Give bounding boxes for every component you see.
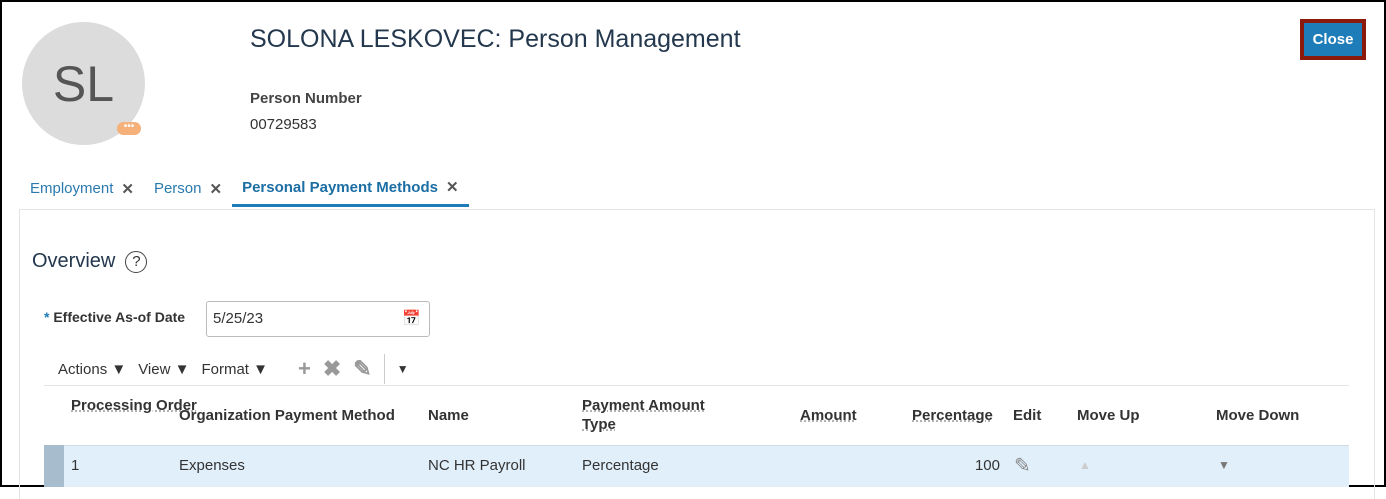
move-up-icon: ▲ (1079, 458, 1091, 472)
tab-label: Personal Payment Methods (242, 178, 438, 196)
more-options-icon[interactable]: ••• (117, 122, 141, 135)
divider (44, 385, 1349, 386)
avatar: SL (22, 22, 145, 145)
toolbar-divider (383, 354, 385, 384)
format-menu[interactable]: Format ▼ (201, 360, 268, 378)
tab-personal-payment-methods[interactable]: Personal Payment Methods ✕ (232, 176, 469, 207)
delete-icon[interactable]: ✖ (322, 356, 342, 381)
effective-date-input[interactable]: 5/25/23 📅 (206, 301, 430, 337)
col-label: Percentage (912, 407, 993, 424)
cell-percentage: 100 (974, 457, 1000, 474)
table-toolbar: Actions ▼ View ▼ Format ▼ + ✖ ✎ ▼ (58, 354, 409, 384)
row-selector[interactable] (44, 445, 64, 487)
cell-name: NC HR Payroll (428, 457, 526, 474)
tab-person[interactable]: Person ✕ (144, 176, 232, 207)
close-icon[interactable]: ✕ (121, 180, 134, 198)
required-icon: * (44, 309, 50, 325)
effective-date-label: * Effective As-of Date (44, 309, 185, 325)
add-icon[interactable]: + (298, 356, 311, 381)
edit-icon[interactable]: ✎ (1014, 455, 1031, 477)
date-value: 5/25/23 (213, 310, 264, 327)
person-number-value: 00729583 (250, 116, 317, 133)
close-icon[interactable]: ✕ (445, 179, 459, 196)
page-title: SOLONA LESKOVEC: Person Management (250, 25, 741, 53)
move-down-icon[interactable]: ▼ (1218, 458, 1230, 472)
avatar-initials: SL (52, 55, 115, 112)
overview-title: Overview (32, 250, 116, 272)
cell-method: Expenses (179, 457, 245, 474)
person-number-label: Person Number (250, 90, 362, 107)
col-organization-payment-method: Organization Payment Method (179, 407, 395, 424)
tab-label: Person (153, 180, 202, 197)
close-button-highlight: Close (1300, 19, 1366, 60)
tab-label: Employment (30, 180, 114, 197)
col-move-down: Move Down (1216, 407, 1300, 424)
col-processing-order[interactable]: Processing Order (71, 396, 197, 415)
col-label: Payment Amount Type (582, 397, 705, 433)
col-move-up: Move Up (1077, 407, 1140, 424)
col-name: Name (428, 407, 469, 424)
cell-order: 1 (71, 457, 80, 474)
edit-icon[interactable]: ✎ (353, 356, 372, 381)
col-percentage[interactable]: Percentage (912, 406, 993, 425)
tab-employment[interactable]: Employment ✕ (20, 176, 144, 207)
close-button[interactable]: Close (1304, 23, 1362, 56)
col-edit: Edit (1013, 407, 1042, 424)
overview-heading: Overview? (32, 250, 148, 273)
view-menu[interactable]: View ▼ (138, 360, 190, 378)
col-label: Processing Order (71, 397, 197, 414)
col-amount[interactable]: Amount (800, 406, 857, 425)
cell-type: Percentage (582, 457, 659, 474)
col-payment-amount-type[interactable]: Payment Amount Type (582, 396, 732, 434)
actions-menu[interactable]: Actions ▼ (58, 360, 127, 378)
table-row[interactable] (44, 445, 1349, 487)
more-dropdown-icon[interactable]: ▼ (396, 362, 409, 376)
close-icon[interactable]: ✕ (209, 180, 223, 198)
date-label-text: Effective As-of Date (53, 309, 186, 325)
col-label: Amount (800, 407, 857, 424)
tab-bar: Employment ✕ Person ✕ Personal Payment Met… (20, 176, 469, 207)
calendar-icon[interactable]: 📅 (402, 310, 421, 327)
help-icon[interactable]: ? (125, 250, 148, 273)
content-panel (19, 209, 1375, 499)
